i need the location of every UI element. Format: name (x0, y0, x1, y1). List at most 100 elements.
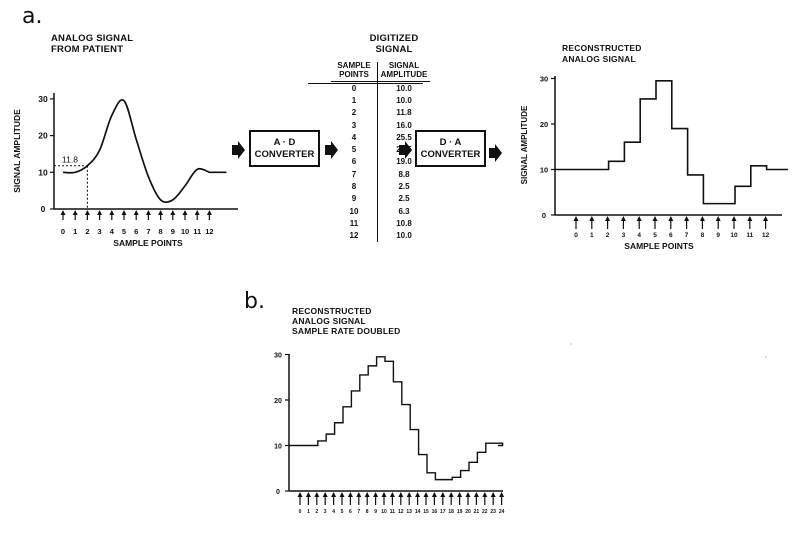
col-header-signal-amplitude: SIGNAL AMPLITUDE (377, 61, 430, 82)
doubled-x-tick-label: 6 (349, 509, 352, 515)
doubled-x-tick-label: 23 (490, 509, 496, 515)
doubled-x-tick-label: 13 (406, 509, 412, 515)
table-row: 6 19.0 (331, 155, 430, 169)
analog-sample-arrow (158, 210, 164, 215)
table-row: 9 2.5 (331, 192, 430, 205)
table-row: 1 10.0 (331, 94, 430, 107)
recon-x-tick-label: 0 (574, 232, 578, 239)
doubled-x-tick-label: 8 (366, 509, 369, 515)
digitized-signal-table: SAMPLE POINTS SIGNAL AMPLITUDE 0 10.0 1 10.… (331, 61, 430, 242)
annotation-label: 11.8 (62, 155, 78, 165)
doubled-sample-arrow (339, 492, 345, 497)
recon-x-tick-label: 3 (622, 232, 626, 239)
analog-x-tick-label: 2 (85, 227, 89, 236)
recon-y-tick-label: 20 (540, 120, 548, 129)
table-row: 7 8.8 (331, 168, 430, 181)
doubled-sample-arrow (448, 492, 454, 497)
amplitude-cell: 16.0 (377, 118, 430, 132)
recon-sample-arrow (636, 216, 642, 221)
amplitude-cell: 29.5 (377, 143, 430, 156)
amplitude-cell: 10.0 (377, 81, 430, 95)
analog-sample-arrow (97, 210, 103, 215)
recon-sample-arrow (715, 216, 721, 221)
doubled-y-tick-label: 10 (274, 444, 282, 451)
analog-x-tick-label: 4 (110, 227, 115, 236)
doubled-sample-arrow (398, 492, 404, 497)
analog-x-tick-label: 3 (98, 227, 102, 236)
recon-x-tick-label: 2 (606, 232, 610, 239)
table-header-row: SAMPLE POINTS SIGNAL AMPLITUDE (331, 61, 430, 82)
doubled-sample-arrow (431, 492, 437, 497)
doubled-sample-arrow (457, 492, 463, 497)
analog-y-tick-label: 10 (38, 167, 48, 177)
analog-x-tick-label: 11 (193, 227, 201, 236)
amplitude-cell: 11.8 (377, 106, 430, 119)
block-arrow-1 (232, 141, 245, 159)
da-converter-line2: CONVERTER (420, 149, 481, 160)
doubled-step-line (289, 356, 504, 481)
recon-x-tick-label: 5 (653, 232, 657, 239)
analog-sample-arrow (121, 210, 127, 215)
doubled-x-tick-label: 7 (357, 509, 360, 515)
doubled-sample-arrow (415, 492, 421, 497)
ad-converter-box: A · D CONVERTER (249, 130, 320, 167)
recon-sample-arrow (684, 216, 690, 221)
recon-y-tick-label: 10 (540, 166, 548, 175)
recon-x-tick-label: 7 (685, 232, 689, 239)
table-row: 8 2.5 (331, 180, 430, 193)
recon-x-axis-label: SAMPLE POINTS (624, 241, 694, 251)
amplitude-cell: 10.0 (377, 229, 430, 242)
analog-x-tick-label: 1 (73, 227, 77, 236)
sample-point-cell: 10 (349, 206, 359, 216)
recon-x-tick-label: 11 (746, 232, 753, 239)
reconstructed-step-line (555, 79, 788, 205)
analog-x-tick-label: 5 (122, 227, 126, 236)
sample-point-cell: 8 (351, 182, 357, 192)
analog-sample-arrow (133, 210, 139, 215)
recon-sample-arrow (731, 216, 737, 221)
recon-x-tick-label: 10 (730, 232, 738, 239)
panel-a-letter: a. (22, 4, 43, 29)
analog-x-tick-label: 9 (171, 227, 175, 236)
amplitude-cell: 25.5 (377, 131, 430, 144)
analog-sample-arrow (109, 210, 115, 215)
amplitude-cell: 10.0 (377, 94, 430, 107)
amplitude-cell: 8.8 (377, 168, 430, 181)
sample-point-cell: 5 (351, 145, 357, 155)
recon-x-tick-label: 12 (762, 232, 770, 239)
analog-sample-arrow (170, 210, 176, 215)
doubled-y-tick-label: 30 (274, 353, 282, 360)
sample-point-cell: 1 (351, 95, 357, 105)
doubled-sample-arrow (499, 492, 505, 497)
doubled-sample-arrow (473, 492, 479, 497)
doubled-x-tick-label: 0 (299, 509, 302, 515)
doubled-sample-arrow (490, 492, 496, 497)
doubled-sample-arrow (381, 492, 387, 497)
recon-sample-arrow (747, 216, 753, 221)
analog-y-tick-label: 0 (41, 204, 46, 214)
analog-signal-curve (62, 99, 227, 203)
amplitude-cell: 19.0 (377, 155, 430, 169)
doubled-x-tick-label: 18 (448, 509, 454, 515)
doubled-x-tick-label: 22 (482, 509, 488, 515)
recon-y-axis-label: SIGNAL AMPLITUDE (520, 105, 529, 184)
recon-x-tick-label: 9 (716, 232, 720, 239)
doubled-x-tick-label: 14 (415, 509, 421, 515)
analog-x-tick-label: 0 (61, 227, 65, 236)
analog-y-tick-label: 30 (38, 94, 48, 104)
analog-sample-arrow (206, 210, 212, 215)
doubled-sample-arrow (297, 492, 303, 497)
amplitude-cell: 10.8 (377, 217, 430, 230)
doubled-sample-arrow (356, 492, 362, 497)
doubled-sample-arrow (314, 492, 320, 497)
doubled-x-tick-label: 4 (332, 509, 335, 515)
block-arrow-4 (489, 144, 502, 162)
table-row: 4 25.5 (331, 131, 430, 144)
table-row: 11 10.8 (331, 217, 430, 230)
analog-sample-arrow (182, 210, 188, 215)
speck-dot (765, 356, 767, 358)
recon-sample-arrow (652, 216, 658, 221)
analog-sample-arrow (194, 210, 200, 215)
table-row: 12 10.0 (331, 229, 430, 242)
